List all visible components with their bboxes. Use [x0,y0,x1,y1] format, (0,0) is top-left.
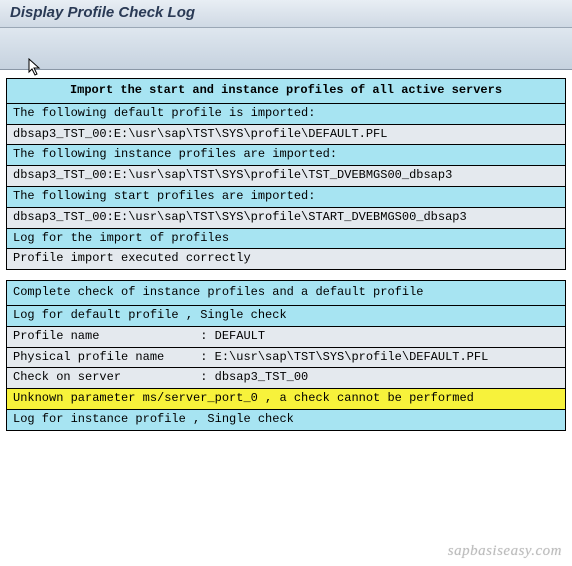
log-row: Log for the import of profiles [7,229,565,250]
log-row: Log for instance profile , Single check [7,410,565,430]
log-content: Import the start and instance profiles o… [0,70,572,447]
log-row: Profile name : DEFAULT [7,327,565,348]
block-header: Import the start and instance profiles o… [7,79,565,104]
log-row: The following instance profiles are impo… [7,145,565,166]
window-title: Display Profile Check Log [10,4,195,21]
import-profiles-block: Import the start and instance profiles o… [6,78,566,270]
log-row: Check on server : dbsap3_TST_00 [7,368,565,389]
log-row-warning: Unknown parameter ms/server_port_0 , a c… [7,389,565,410]
log-row: The following start profiles are importe… [7,187,565,208]
watermark: sapbasiseasy.com [448,543,562,560]
log-row: Profile import executed correctly [7,249,565,269]
window-titlebar: Display Profile Check Log [0,0,572,28]
log-row: dbsap3_TST_00:E:\usr\sap\TST\SYS\profile… [7,125,565,146]
log-row: dbsap3_TST_00:E:\usr\sap\TST\SYS\profile… [7,166,565,187]
log-row: Log for default profile , Single check [7,306,565,327]
log-row: Physical profile name : E:\usr\sap\TST\S… [7,348,565,369]
check-profiles-block: Complete check of instance profiles and … [6,280,566,431]
log-row: dbsap3_TST_00:E:\usr\sap\TST\SYS\profile… [7,208,565,229]
toolbar [0,28,572,70]
block-header: Complete check of instance profiles and … [7,281,565,306]
log-row: The following default profile is importe… [7,104,565,125]
